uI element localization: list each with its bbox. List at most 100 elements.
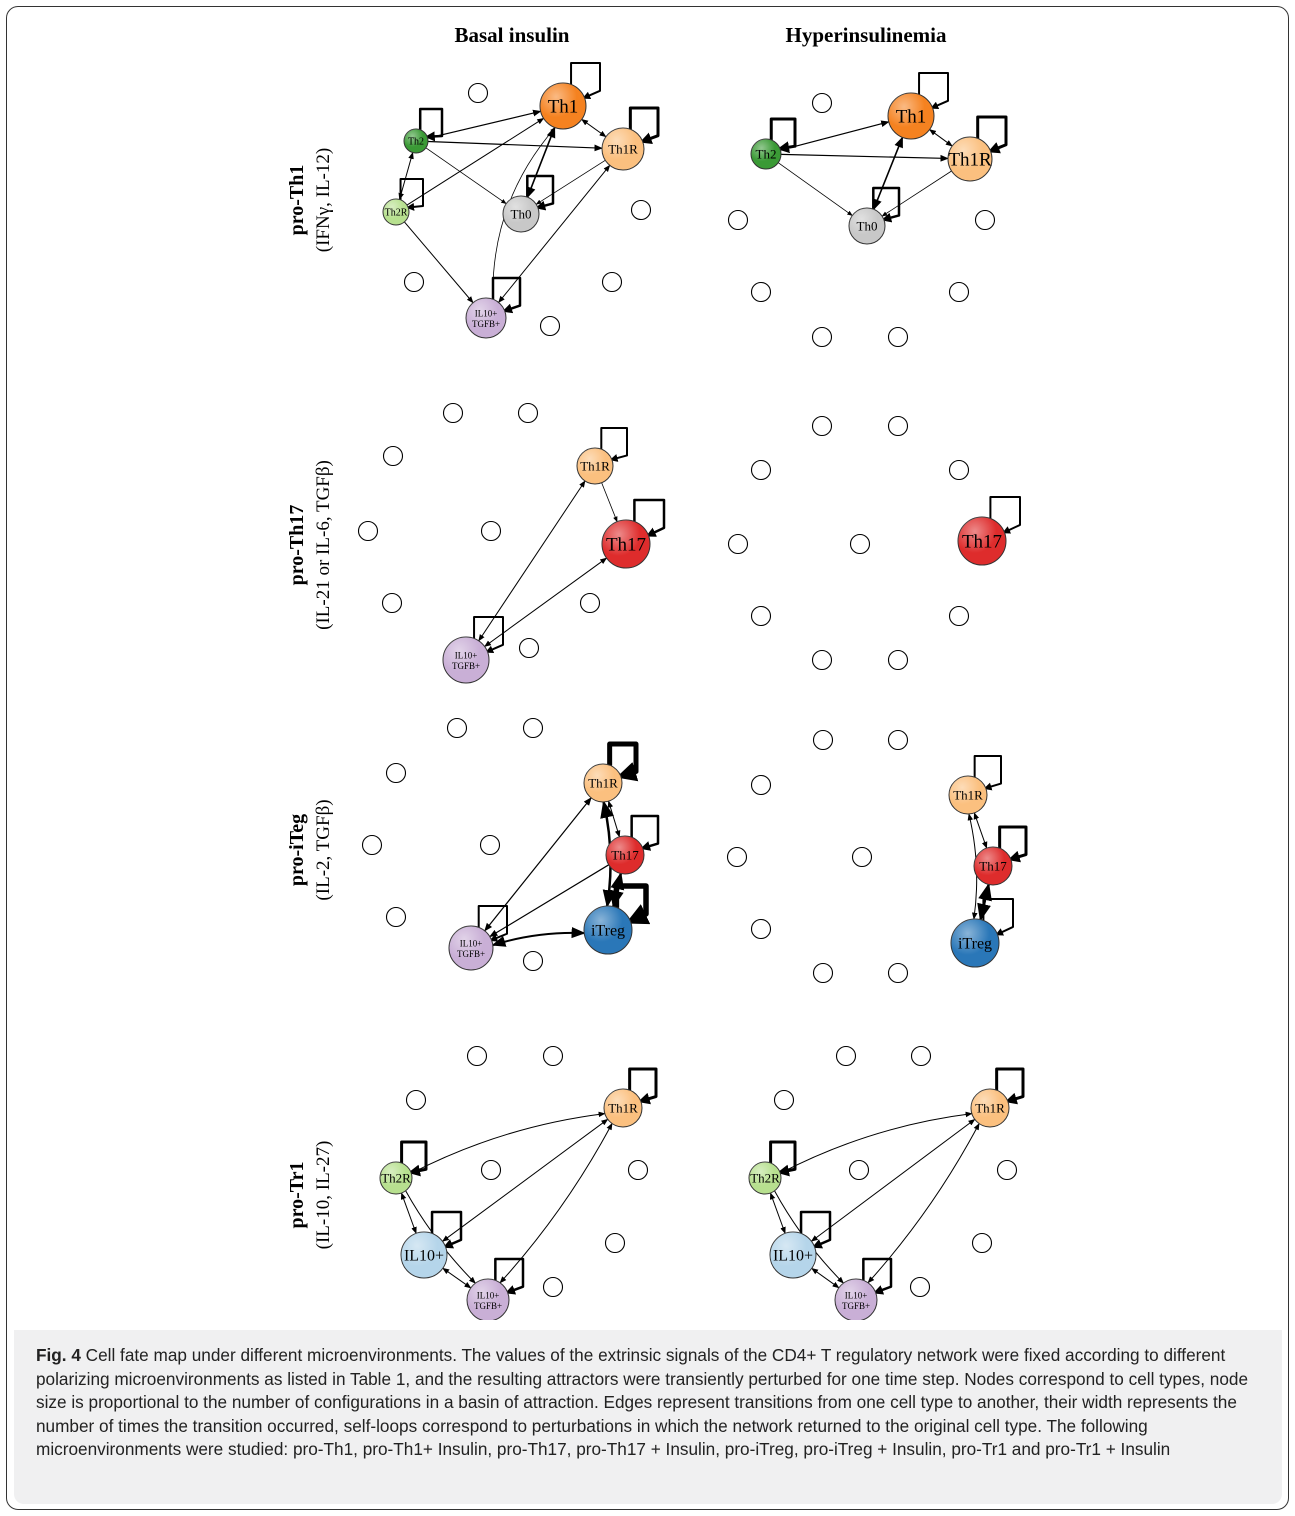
node-shine	[584, 906, 632, 954]
network-panel-th17-hyper: Th17	[727, 415, 1021, 671]
empty-attractor-node	[627, 1159, 649, 1181]
network-panel-th1-basal: Th1 Th1R Th2 Th2R Th0 IL10+TGFB+	[382, 62, 660, 339]
empty-attractor-node	[811, 415, 833, 437]
node-shine	[749, 1162, 781, 1194]
empty-attractor-node	[403, 271, 425, 293]
cell-node-th2: Th2	[750, 138, 782, 170]
edge-Th1-Th0	[526, 126, 556, 199]
self-loop-Th1	[570, 62, 601, 100]
node-label: Th2	[756, 146, 777, 161]
empty-attractor-node	[835, 1045, 857, 1067]
cell-node-th17: Th17	[973, 846, 1013, 886]
edge-Th1R-Th17	[973, 812, 988, 849]
node-shine	[951, 919, 999, 967]
self-loop-Th2	[769, 117, 797, 154]
figure-caption: Fig. 4 Cell fate map under different mic…	[36, 1344, 1268, 1462]
empty-attractor-node	[542, 1276, 564, 1298]
empty-attractor-node	[727, 533, 749, 555]
empty-attractor-node	[726, 846, 748, 868]
node-label: Th1R	[588, 775, 618, 790]
empty-attractor-node	[467, 82, 489, 104]
cell-node-th1r: Th1R	[576, 447, 614, 485]
cell-node-th1r: Th1R	[603, 1088, 643, 1128]
node-shine	[380, 1162, 412, 1194]
node-label: TGFB+	[472, 319, 500, 329]
node-label: IL10+	[404, 1247, 444, 1264]
node-shine	[770, 1232, 816, 1278]
node-label: Th0	[857, 218, 878, 233]
empty-attractor-node	[750, 605, 772, 627]
node-label: Th0	[511, 206, 532, 221]
edge-Th1R-IL	[478, 480, 586, 642]
empty-attractor-node	[948, 281, 970, 303]
edge-IL10-Th1R	[441, 1118, 609, 1242]
node-shine	[602, 128, 644, 170]
cell-node-il: IL10+TGFB+	[466, 1278, 510, 1320]
empty-attractor-node	[948, 605, 970, 627]
node-label: Th1	[548, 96, 579, 117]
self-loop-Th17	[630, 814, 660, 851]
self-loop-Th17	[633, 498, 666, 537]
empty-attractor-node	[848, 1159, 870, 1181]
cell-node-il: IL10+TGFB+	[448, 925, 494, 971]
node-shine	[849, 208, 885, 244]
empty-attractor-node	[480, 1159, 502, 1181]
node-label: Th1R	[608, 1100, 638, 1115]
cell-node-itreg: iTreg	[583, 905, 633, 955]
node-label: Th17	[979, 858, 1007, 873]
cell-node-th0: Th0	[848, 207, 886, 245]
node-shine	[584, 764, 622, 802]
node-label: IL10+	[773, 1247, 813, 1264]
cell-node-th1: Th1	[887, 92, 935, 140]
empty-attractor-node	[910, 1045, 932, 1067]
cell-node-th2: Th2	[403, 128, 429, 154]
node-shine	[835, 1279, 877, 1320]
row-label-signals: (IL-2, TGFβ)	[313, 799, 334, 900]
cell-node-th1r: Th1R	[948, 775, 988, 815]
self-loop-Th1	[918, 72, 949, 110]
edge-Th1-Th1R	[581, 118, 607, 138]
node-shine	[974, 847, 1012, 885]
cell-node-th2r: Th2R	[748, 1161, 782, 1195]
edge-Th2R-Th1	[406, 117, 545, 206]
edge-IL10-IL	[442, 1267, 472, 1289]
node-shine	[466, 298, 506, 338]
empty-attractor-node	[381, 592, 403, 614]
node-shine	[888, 93, 934, 139]
empty-attractor-node	[446, 717, 468, 739]
empty-attractor-node	[887, 326, 909, 348]
empty-attractor-node	[887, 415, 909, 437]
empty-attractor-node	[750, 918, 772, 940]
empty-attractor-node	[773, 1089, 795, 1111]
node-shine	[540, 83, 586, 129]
edge-Th1-Th0	[872, 136, 904, 211]
empty-attractor-node	[811, 92, 833, 114]
empty-attractor-node	[518, 637, 540, 659]
cell-node-th2r: Th2R	[379, 1161, 413, 1195]
empty-attractor-node	[750, 459, 772, 481]
node-label: iTreg	[958, 935, 992, 952]
node-shine	[404, 129, 428, 153]
empty-attractor-node	[601, 271, 623, 293]
network-panel-itreg-basal: Th1R Th17 iTreg IL10+TGFB+	[361, 717, 660, 972]
empty-attractor-node	[948, 459, 970, 481]
node-shine	[449, 926, 493, 970]
caption-text: Cell fate map under different microenvir…	[36, 1345, 1249, 1460]
row-label-signals: (IFNγ, IL-12)	[313, 148, 334, 252]
network-panel-itreg-hyper: Th1R Th17 iTreg	[726, 729, 1028, 984]
empty-attractor-node	[405, 1089, 427, 1111]
node-shine	[401, 1232, 447, 1278]
node-label: Th2R	[750, 1170, 780, 1185]
empty-attractor-node	[974, 209, 996, 231]
edge-IL10-Th1R	[810, 1118, 976, 1242]
cell-node-th1: Th1	[539, 82, 587, 130]
empty-attractor-node	[971, 1232, 993, 1254]
edge-Th1R-Th0	[881, 170, 952, 217]
node-label: IL10+	[460, 939, 483, 949]
row-label-name: pro-Th17	[286, 505, 308, 586]
row-label-pro-iteg: pro-iTeg (IL-2, TGFβ)	[286, 799, 334, 900]
cell-node-il10: IL10+	[400, 1231, 448, 1279]
row-label-pro-th17: pro-Th17 (IL-21 or IL-6, TGFβ)	[286, 460, 334, 630]
node-label: TGFB+	[452, 661, 480, 671]
